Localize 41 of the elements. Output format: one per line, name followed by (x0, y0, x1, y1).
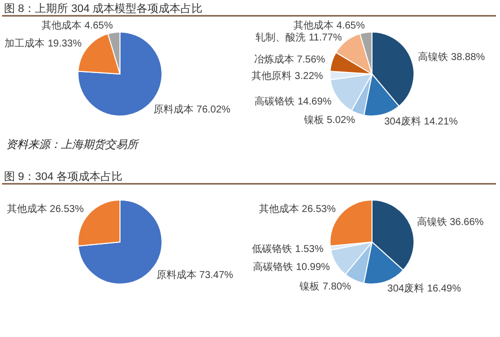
chart-title: 图 8：上期所 304 成本模型各项成本占比 (4, 2, 203, 15)
slice-label: 304废料 (387, 282, 424, 295)
slice-label: 镍板 (298, 280, 320, 292)
data-label: 7.80% (322, 281, 352, 292)
data-label: 4.65% (336, 20, 365, 32)
slice-label: 其他原料 (252, 70, 292, 82)
data-label: 14.69% (298, 96, 332, 108)
data-label: 76.02% (196, 104, 231, 116)
data-label: 26.53% (302, 204, 336, 216)
slice-label: 304废料 (384, 115, 421, 128)
data-label: 11.77% (308, 32, 342, 44)
slice-label: 其他成本 (258, 203, 299, 216)
data-label: 26.53% (50, 204, 84, 216)
data-label: 1.53% (295, 244, 324, 256)
chart-title: 图 9：304 各项成本占比 (4, 170, 123, 183)
text: 资料来源：上海期货交易所 (6, 138, 140, 151)
slice-label: 原料成本 (156, 268, 196, 281)
slice-label: 低碳铬铁 (252, 243, 292, 256)
slice-label: 原料成本 (154, 104, 194, 116)
slice-label: 其他成本 (42, 20, 82, 32)
slice-label: 其他成本 (294, 20, 334, 32)
slice-label: 轧制、酸洗 (256, 32, 306, 44)
slice-label: 其他成本 (6, 203, 47, 216)
slice-label: 高镍铁 (416, 216, 447, 228)
data-label: 16.49% (427, 284, 462, 295)
slice-label: 加工成本 (4, 38, 45, 50)
slice-label: 高镍铁 (418, 51, 448, 64)
data-label: 7.56% (296, 54, 326, 66)
data-label: 36.66% (450, 217, 484, 228)
slice-label: 高碳铬铁 (254, 96, 295, 108)
data-label: 38.88% (451, 52, 486, 64)
data-label: 5.02% (326, 115, 356, 126)
data-label: 14.21% (424, 116, 458, 128)
data-label: 73.47% (199, 270, 234, 281)
data-label: 19.33% (48, 38, 82, 50)
slice-label: 高碳铬铁 (252, 261, 293, 274)
data-label: 10.99% (296, 262, 330, 274)
data-label: 4.65% (84, 20, 113, 32)
slice-label: 冶炼成本 (254, 53, 294, 66)
data-label: 3.22% (294, 70, 324, 82)
slice-label: 镍板 (302, 114, 324, 126)
